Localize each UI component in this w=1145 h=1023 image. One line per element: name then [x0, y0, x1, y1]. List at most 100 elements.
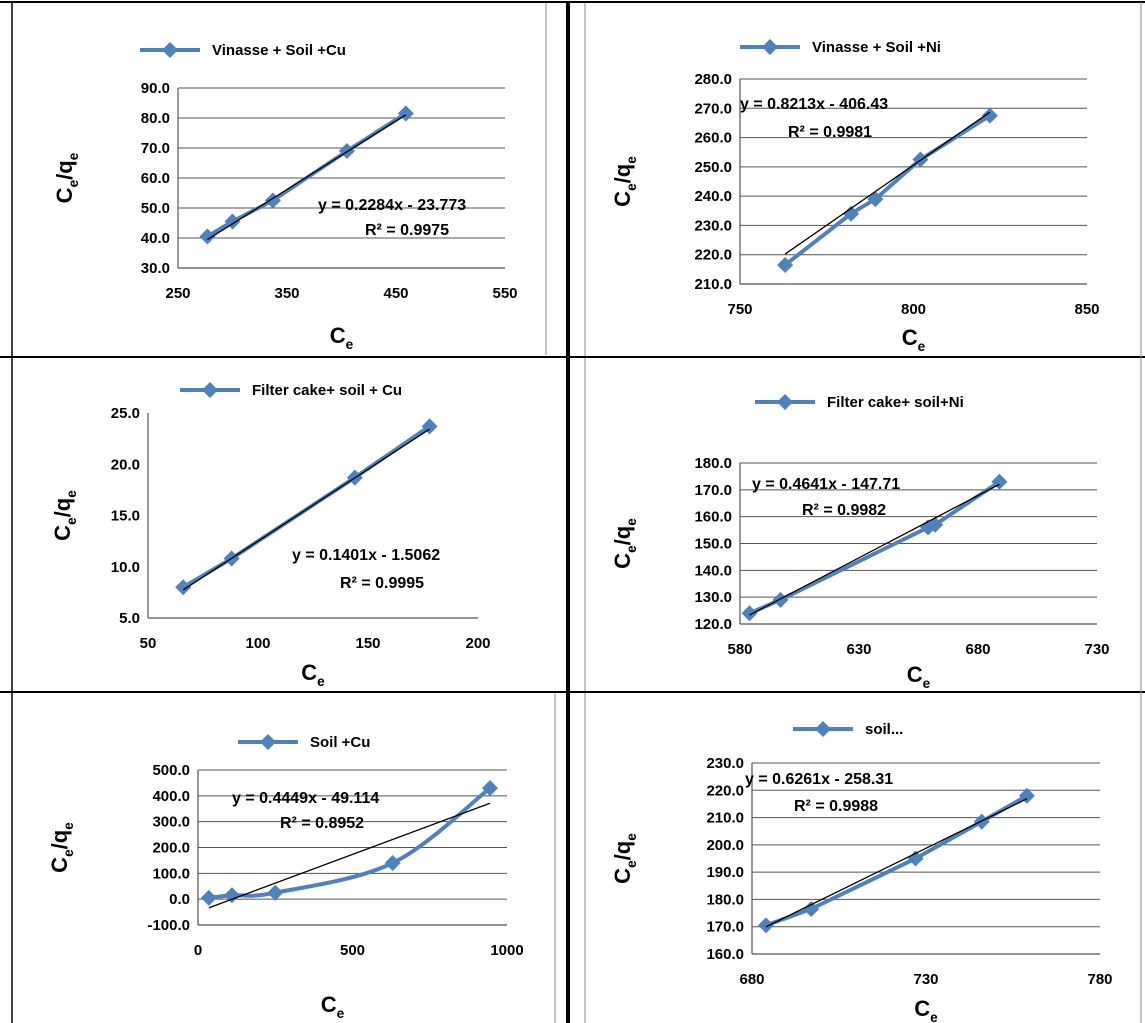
- y-tick-label: 210.0: [694, 276, 732, 293]
- y-axis-title: Ce/qe: [52, 152, 81, 203]
- y-tick-label: 190.0: [706, 864, 744, 881]
- y-tick-label: 500.0: [152, 762, 190, 779]
- y-tick-label: 230.0: [706, 755, 744, 772]
- data-point: [803, 900, 820, 917]
- legend: Vinasse + Soil +Cu: [140, 42, 346, 59]
- y-axis-title: Ce/qe: [50, 490, 79, 541]
- y-tick-label: 200.0: [152, 840, 190, 857]
- trendline-equation: y = 0.6261x - 258.31: [745, 771, 893, 788]
- r-squared-label: R² = 0.9982: [802, 502, 886, 519]
- y-tick-label: 180.0: [694, 455, 732, 472]
- x-tick-label: 730: [913, 971, 938, 988]
- x-axis-title: Ce: [914, 996, 938, 1023]
- chart-panel: 5.0 10.0 15.0 20.0 25.0 50 100 150 200 Ce Ce/qe Fil…: [50, 382, 491, 689]
- chart-panel: 120.0 130.0 140.0 150.0 160.0 170.0 180.0 580 63…: [610, 394, 1110, 691]
- trendline: [765, 798, 1028, 928]
- y-tick-label: 170.0: [706, 919, 744, 936]
- trendline-equation: y = 0.4449x - 49.114: [232, 790, 379, 807]
- r-squared-label: R² = 0.9981: [788, 124, 872, 141]
- trendline: [749, 483, 1000, 616]
- r-squared-label: R² = 0.9975: [365, 222, 449, 239]
- x-tick-label: 450: [383, 285, 408, 302]
- y-tick-label: 220.0: [706, 782, 744, 799]
- x-tick-label: 800: [901, 301, 926, 318]
- legend-swatch-marker: [762, 39, 778, 55]
- legend-label: Soil +Cu: [310, 734, 370, 751]
- legend-swatch-marker: [260, 734, 276, 750]
- x-axis-title: Ce: [321, 992, 345, 1021]
- legend-swatch-marker: [202, 382, 218, 398]
- data-point: [224, 213, 241, 230]
- legend-label: Vinasse + Soil +Cu: [212, 42, 346, 59]
- x-tick-label: 150: [355, 635, 380, 652]
- y-tick-label: 50.0: [141, 200, 170, 217]
- r-squared-label: R² = 0.9988: [794, 798, 878, 815]
- y-axis-title: Ce/qe: [47, 822, 76, 873]
- series-line: [206, 111, 407, 239]
- x-axis-title: Ce: [902, 325, 926, 354]
- y-tick-label: 300.0: [152, 814, 190, 831]
- data-point: [199, 228, 216, 245]
- y-tick-label: 400.0: [152, 788, 190, 805]
- x-tick-label: 730: [1084, 641, 1109, 658]
- x-tick-label: 680: [739, 971, 764, 988]
- y-tick-label: 220.0: [694, 247, 732, 264]
- y-tick-label: 210.0: [706, 810, 744, 827]
- chart-panel: 30.0 40.0 50.0 60.0 70.0 80.0 90.0 250 350 450 550…: [52, 42, 518, 352]
- legend-label: Filter cake+ soil+Ni: [827, 394, 964, 411]
- legend-label: Filter cake+ soil + Cu: [252, 382, 402, 399]
- x-tick-label: 850: [1074, 301, 1099, 318]
- data-point: [1018, 787, 1035, 804]
- y-tick-label: 70.0: [141, 140, 170, 157]
- x-tick-label: 680: [965, 641, 990, 658]
- x-tick-label: 350: [274, 285, 299, 302]
- trendline-equation: y = 0.4641x - 147.71: [752, 476, 900, 493]
- y-tick-label: 100.0: [152, 865, 190, 882]
- y-tick-label: 20.0: [111, 456, 140, 473]
- y-tick-label: 260.0: [694, 130, 732, 147]
- y-tick-label: 40.0: [141, 230, 170, 247]
- y-tick-label: 280.0: [694, 71, 732, 88]
- x-tick-label: 550: [492, 285, 517, 302]
- trendline-equation: y = 0.2284x - 23.773: [318, 197, 466, 214]
- legend: Filter cake+ soil+Ni: [755, 394, 964, 411]
- legend-label: Vinasse + Soil +Ni: [812, 39, 941, 56]
- y-tick-label: 15.0: [111, 508, 140, 525]
- x-tick-label: 250: [165, 285, 190, 302]
- data-point: [907, 850, 924, 867]
- y-tick-label: 160.0: [706, 946, 744, 963]
- y-tick-label: 160.0: [694, 509, 732, 526]
- y-tick-label: -100.0: [147, 917, 190, 934]
- data-point: [175, 579, 192, 596]
- y-tick-label: 30.0: [141, 260, 170, 277]
- legend: Filter cake+ soil + Cu: [180, 382, 402, 399]
- x-tick-label: 580: [727, 641, 752, 658]
- legend-swatch-marker: [162, 42, 178, 58]
- trendline: [784, 111, 991, 255]
- legend: Vinasse + Soil +Ni: [740, 39, 941, 56]
- r-squared-label: R² = 0.9995: [340, 575, 424, 592]
- y-tick-label: 200.0: [706, 837, 744, 854]
- legend: soil...: [793, 721, 903, 738]
- trendline-equation: y = 0.1401x - 1.5062: [292, 547, 440, 564]
- legend-label: soil...: [865, 721, 903, 738]
- x-tick-label: 780: [1087, 971, 1112, 988]
- data-point: [981, 107, 998, 124]
- chart-panel: -100.0 0.0 100.0 200.0 300.0 400.0 500.0 0 500 10…: [47, 734, 524, 1021]
- legend-swatch-marker: [815, 721, 831, 737]
- x-tick-label: 500: [340, 942, 365, 959]
- data-point: [741, 605, 758, 622]
- data-point: [421, 418, 438, 435]
- trendline: [182, 428, 430, 591]
- y-tick-label: 180.0: [706, 891, 744, 908]
- y-tick-label: 270.0: [694, 100, 732, 117]
- y-tick-label: 5.0: [119, 610, 140, 627]
- y-tick-label: 250.0: [694, 159, 732, 176]
- y-axis-title: Ce/qe: [610, 518, 639, 569]
- x-tick-label: 630: [846, 641, 871, 658]
- chart-panel: 160.0 170.0 180.0 190.0 200.0 210.0 220.0 230.0…: [610, 721, 1113, 1023]
- y-tick-label: 60.0: [141, 170, 170, 187]
- data-point: [267, 884, 284, 901]
- y-tick-label: 90.0: [141, 80, 170, 97]
